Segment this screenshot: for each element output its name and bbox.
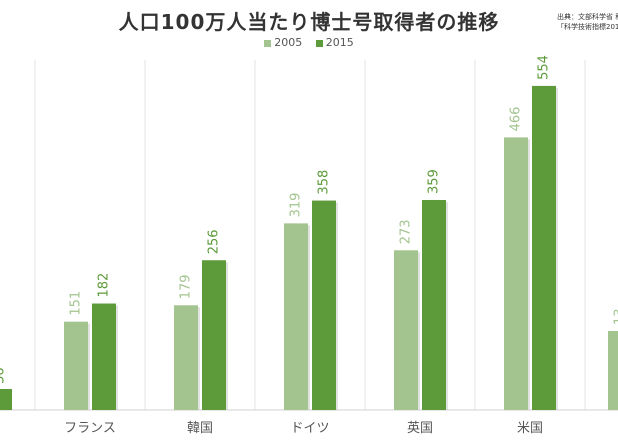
source-line: 出典：文部科学省 科学 [557, 13, 618, 21]
category-label-米国: 米国 [517, 421, 543, 436]
source-line: 「科学技術指標2019 [557, 23, 618, 31]
data-label-2005-英国: 273 [399, 219, 414, 244]
data-label-partial-left: 36 [0, 367, 8, 384]
bar-2015-米国 [532, 85, 556, 410]
category-label-ドイツ: ドイツ [290, 421, 329, 436]
bar-2015-韓国 [202, 260, 226, 410]
data-label-2005-ドイツ: 319 [289, 193, 304, 218]
source-note: 出典：文部科学省 科学 「科学技術指標2019 [557, 12, 618, 32]
chart-title: 人口100万人当たり博士号取得者の推移 [118, 10, 500, 34]
data-label-2015-韓国: 256 [207, 229, 222, 254]
bar-2005-韓国 [174, 305, 198, 410]
category-label-フランス: フランス [64, 421, 116, 436]
bar-2005-英国 [394, 250, 418, 410]
legend: 2005 2015 [0, 36, 618, 49]
legend-item-2005: 2005 [264, 36, 302, 49]
bar-partial-right [608, 331, 618, 410]
data-label-2015-フランス: 182 [97, 273, 112, 298]
bar-2015-英国 [422, 199, 446, 410]
category-label-英国: 英国 [407, 421, 433, 436]
data-label-2005-フランス: 151 [69, 291, 84, 316]
bar-2015-ドイツ [312, 200, 336, 410]
data-label-2015-英国: 359 [427, 169, 442, 194]
data-label-partial-right: 13 [613, 308, 618, 325]
legend-item-2015: 2015 [315, 36, 354, 49]
bar-2005-ドイツ [284, 223, 308, 410]
legend-swatch-2015 [315, 39, 323, 47]
data-label-2005-韓国: 179 [179, 274, 194, 299]
data-label-2015-米国: 554 [537, 55, 552, 80]
data-label-2005-米国: 466 [509, 107, 524, 132]
legend-label-2005: 2005 [274, 36, 303, 49]
data-label-2015-ドイツ: 358 [317, 170, 332, 195]
category-label-韓国: 韓国 [187, 421, 213, 436]
bar-2015-フランス [92, 303, 116, 410]
bar-partial-left [0, 389, 12, 410]
legend-label-2015: 2015 [325, 36, 354, 49]
legend-swatch-2005 [264, 39, 272, 47]
bar-2005-米国 [504, 137, 528, 410]
bar-2005-フランス [64, 321, 88, 410]
